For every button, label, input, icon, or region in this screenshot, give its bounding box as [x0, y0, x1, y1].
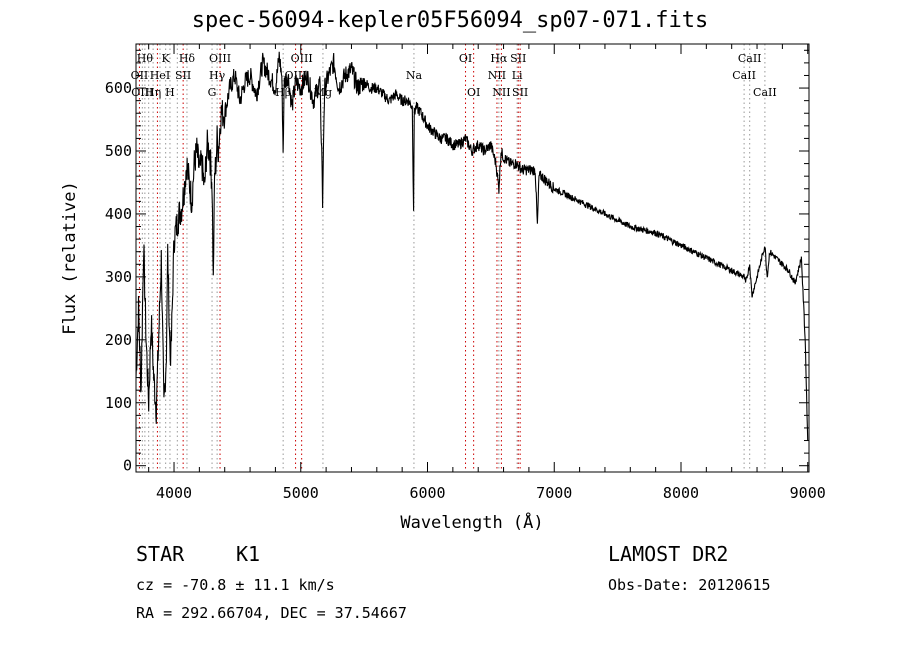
- plot-frame: [135, 43, 810, 473]
- y-tick-label-200: 200: [105, 331, 132, 349]
- spectral-line-label-10: SII: [175, 69, 191, 82]
- x-tick-label-5000: 5000: [283, 484, 319, 502]
- spectral-line-label-11: Hδ: [179, 52, 196, 65]
- x-tick-label-9000: 9000: [790, 484, 826, 502]
- survey-label: LAMOST DR2: [608, 542, 729, 566]
- y-tick-label-300: 300: [105, 268, 132, 286]
- chart-title: spec-56094-kepler05F56094_sp07-071.fits: [191, 8, 709, 33]
- redshift-text: cz = -70.8 ± 11.1 km/s: [136, 576, 335, 594]
- spectral-line-labels: OIIOIIIHθHηHeIKHSIIHδGHγOIIIHβOIIIOIIIMg…: [131, 52, 777, 99]
- spectral-line-label-28: CaII: [732, 69, 756, 82]
- spectral-line-label-14: OIII: [209, 52, 231, 65]
- obs-date-text: Obs-Date: 20120615: [608, 576, 771, 594]
- spectral-line-markers: [138, 44, 766, 472]
- spectral-line-label-15: Hβ: [275, 86, 291, 99]
- spectral-line-label-26: SII: [510, 52, 526, 65]
- coordinates-text: RA = 292.66704, DEC = 37.54667: [136, 604, 407, 622]
- spectral-line-label-13: Hγ: [209, 69, 226, 82]
- x-tick-label-6000: 6000: [409, 484, 445, 502]
- y-tick-label-400: 400: [105, 205, 132, 223]
- x-tick-label-7000: 7000: [536, 484, 572, 502]
- spectral-line-label-8: H: [165, 86, 175, 99]
- spectral-line-label-7: K: [162, 52, 171, 65]
- object-subclass: K1: [236, 542, 261, 566]
- x-axis-label: Wavelength (Å): [400, 511, 543, 533]
- y-axis-label: Flux (relative): [60, 181, 80, 335]
- spectral-line-label-25: Li: [512, 69, 523, 82]
- spectral-line-label-6: HeI: [150, 69, 170, 82]
- spectral-line-label-30: CaII: [753, 86, 777, 99]
- spectral-line-label-4: Hη: [145, 86, 161, 99]
- x-tick-label-4000: 4000: [156, 484, 192, 502]
- y-tick-label-600: 600: [105, 79, 132, 97]
- y-tick-label-100: 100: [105, 394, 132, 412]
- y-axis: 0 100 200 300 400 500 600: [105, 49, 809, 475]
- x-axis: 4000 5000 6000 7000 8000 9000: [148, 44, 826, 502]
- spectral-line-label-12: G: [208, 86, 217, 99]
- spectral-line-label-27: SII: [512, 86, 528, 99]
- spectral-line-label-17: OIII: [291, 52, 313, 65]
- spectrum-series-line: [135, 51, 809, 441]
- x-tick-label-8000: 8000: [663, 484, 699, 502]
- y-tick-label-0: 0: [123, 457, 132, 475]
- spectral-line-label-23: Hα: [490, 52, 508, 65]
- spectral-line-label-1: OIII: [131, 86, 153, 99]
- y-tick-label-500: 500: [105, 142, 132, 160]
- spectral-line-label-29: CaII: [738, 52, 762, 65]
- spectral-line-label-24: NII: [492, 86, 510, 99]
- object-class: STAR: [136, 542, 185, 566]
- spectral-line-label-21: OI: [467, 86, 480, 99]
- spectral-line-label-20: OI: [459, 52, 472, 65]
- spectral-line-label-2: Hθ: [137, 52, 154, 65]
- spectral-line-label-19: Na: [406, 69, 423, 82]
- spectral-line-label-22: NII: [488, 69, 506, 82]
